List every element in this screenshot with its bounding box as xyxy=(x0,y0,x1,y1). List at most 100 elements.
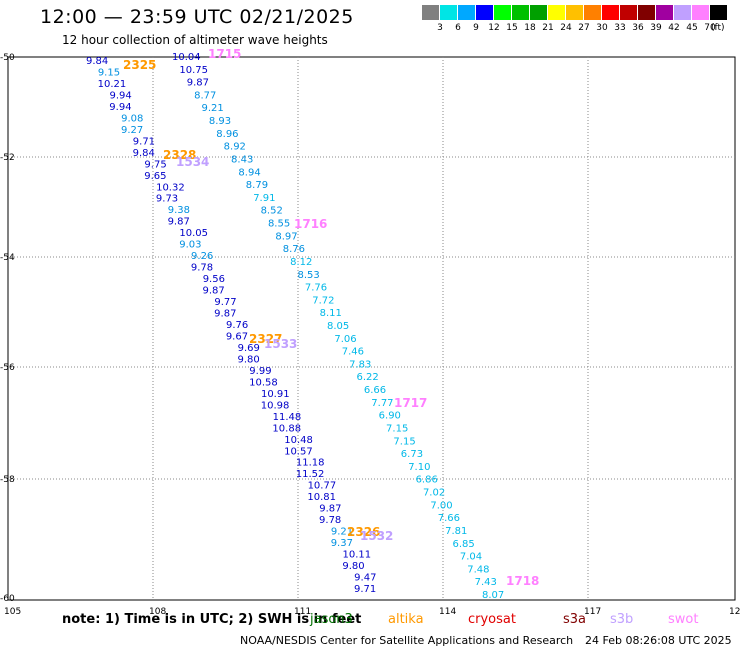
scale-swatch xyxy=(584,5,602,20)
scale-label: 12 xyxy=(488,23,500,33)
generated-timestamp: 24 Feb 08:26:08 UTC 2025 xyxy=(585,634,732,647)
latitude-label: -60 xyxy=(0,594,15,604)
wave-height-label: 7.04 xyxy=(460,552,482,563)
wave-height-label: 8.77 xyxy=(194,90,216,101)
wave-height-label: 8.52 xyxy=(261,206,283,217)
wave-height-label: 7.10 xyxy=(408,462,430,473)
longitude-label: 117 xyxy=(584,607,601,617)
scale-label: 70 xyxy=(704,23,716,33)
wave-height-label: 9.87 xyxy=(214,309,236,320)
scale-label: 21 xyxy=(542,23,554,33)
wave-height-label: 10.21 xyxy=(98,79,127,90)
wave-height-label: 9.94 xyxy=(109,102,131,113)
wave-height-label: 9.21 xyxy=(331,527,353,538)
wave-height-label: 10.05 xyxy=(179,228,208,239)
wave-height-label: 8.76 xyxy=(283,244,305,255)
wave-height-label: 8.93 xyxy=(209,116,231,127)
wave-height-label: 9.80 xyxy=(342,561,364,572)
wave-height-label: 9.71 xyxy=(354,584,376,595)
pass-time-label: 1717 xyxy=(394,396,427,410)
latitude-label: -58 xyxy=(0,475,15,485)
credit-text: NOAA/NESDIS Center for Satellite Applica… xyxy=(240,634,574,647)
scale-swatch xyxy=(548,5,566,20)
longitude-label: 105 xyxy=(4,607,21,617)
wave-height-label: 6.85 xyxy=(452,539,474,550)
wave-height-label: 8.05 xyxy=(327,321,349,332)
wave-height-label: 9.94 xyxy=(109,90,131,101)
longitude-label: 108 xyxy=(149,607,166,617)
footer-note: note: 1) Time is in UTC; 2) SWH is in fe… xyxy=(62,612,362,627)
wave-height-label: 11.52 xyxy=(296,469,325,480)
wave-height-label: 10.57 xyxy=(284,446,313,457)
wave-height-label: 6.90 xyxy=(379,411,401,422)
wave-height-label: 9.27 xyxy=(121,125,143,136)
wave-height-label: 7.02 xyxy=(423,488,445,499)
wave-height-label: 7.83 xyxy=(349,359,371,370)
map-subtitle: 12 hour collection of altimeter wave hei… xyxy=(62,33,328,47)
scale-swatch xyxy=(566,5,584,20)
latitude-label: -56 xyxy=(0,363,15,373)
satellite-legend-item: swot xyxy=(668,612,699,627)
pass-time-label: 1534 xyxy=(176,155,209,169)
wave-height-label: 7.00 xyxy=(430,500,452,511)
wave-height-label: 6.73 xyxy=(401,449,423,460)
wave-height-label: 7.43 xyxy=(475,577,497,588)
longitude-label: 114 xyxy=(439,607,456,617)
wave-height-label: 10.04 xyxy=(172,52,201,63)
scale-swatch xyxy=(638,5,656,20)
wave-height-label: 6.86 xyxy=(416,475,438,486)
pass-time-label: 1718 xyxy=(506,574,539,588)
wave-height-label: 9.03 xyxy=(179,240,201,251)
satellite-legend-item: s3b xyxy=(610,612,634,627)
wave-height-label: 9.38 xyxy=(168,205,190,216)
wave-height-label: 9.87 xyxy=(319,504,341,515)
wave-height-label: 8.97 xyxy=(275,231,297,242)
wave-height-label: 7.15 xyxy=(386,423,408,434)
scale-swatch xyxy=(692,5,710,20)
wave-height-label: 8.11 xyxy=(320,308,342,319)
scale-swatch xyxy=(620,5,638,20)
wave-height-label: 9.67 xyxy=(226,331,248,342)
scale-label: 39 xyxy=(650,23,662,33)
scale-swatch xyxy=(422,5,440,20)
scale-swatch xyxy=(440,5,458,20)
wave-height-label: 9.37 xyxy=(331,538,353,549)
satellite-legend-item: cryosat xyxy=(468,612,516,627)
wave-height-label: 9.71 xyxy=(133,136,155,147)
wave-height-label: 9.21 xyxy=(202,103,224,114)
wave-height-label: 9.76 xyxy=(226,320,248,331)
satellite-legend-item: altika xyxy=(388,612,424,627)
scale-label: 15 xyxy=(506,23,518,33)
wave-height-label: 7.15 xyxy=(393,436,415,447)
scale-unit: (ft) xyxy=(711,23,725,33)
scale-swatch xyxy=(476,5,494,20)
wave-height-label: 9.77 xyxy=(214,297,236,308)
pass-time-label: 2326 xyxy=(347,525,380,539)
wave-height-label: 6.66 xyxy=(364,385,386,396)
wave-height-label: 9.87 xyxy=(187,78,209,89)
wave-height-label: 8.92 xyxy=(224,142,246,153)
wave-height-label: 11.48 xyxy=(273,412,302,423)
wave-height-label: 10.77 xyxy=(308,481,337,492)
wave-height-label: 11.18 xyxy=(296,458,325,469)
scale-swatch xyxy=(674,5,692,20)
scale-label: 3 xyxy=(437,23,443,33)
wave-height-label: 8.07 xyxy=(482,590,504,601)
wave-height-label: 10.88 xyxy=(272,423,301,434)
scale-swatch xyxy=(512,5,530,20)
wave-height-label: 10.48 xyxy=(284,435,313,446)
scale-swatch xyxy=(602,5,620,20)
wave-height-label: 9.75 xyxy=(144,159,166,170)
pass-time-label: 1716 xyxy=(294,217,327,231)
scale-swatch xyxy=(530,5,548,20)
pass-time-label: 2328 xyxy=(163,148,196,162)
wave-height-label: 9.08 xyxy=(121,113,143,124)
wave-height-label: 10.32 xyxy=(156,182,185,193)
wave-height-label: 8.53 xyxy=(297,270,319,281)
wave-height-label: 10.81 xyxy=(307,492,336,503)
pass-time-label: 2327 xyxy=(249,332,282,346)
wave-height-label: 7.77 xyxy=(371,398,393,409)
wave-height-label: 10.11 xyxy=(343,550,372,561)
wave-height-label: 9.80 xyxy=(237,354,259,365)
